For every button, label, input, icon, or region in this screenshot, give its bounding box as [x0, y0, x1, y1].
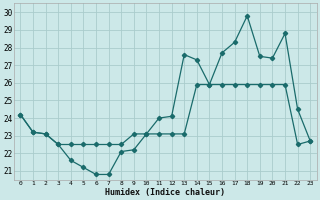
X-axis label: Humidex (Indice chaleur): Humidex (Indice chaleur) [105, 188, 225, 197]
